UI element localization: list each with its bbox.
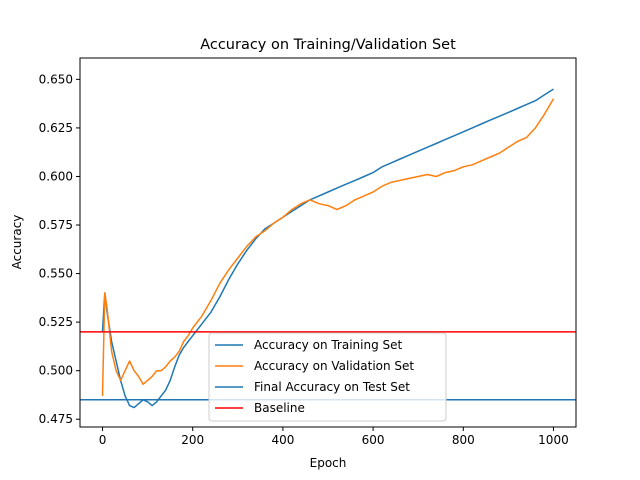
series-1-line [101,98,555,396]
y-tick-label: 0.475 [39,412,73,426]
y-tick-label: 0.500 [39,364,73,378]
chart-title: Accuracy on Training/Validation Set [200,37,456,53]
x-tick-label: 1000 [538,433,569,447]
y-tick-label: 0.650 [39,72,73,86]
x-tick-label: 0 [99,433,107,447]
legend-label: Final Accuracy on Test Set [254,380,410,394]
y-axis-ticks: 0.475 0.500 0.525 0.550 0.575 0.600 0.625 0.650 [39,72,80,426]
legend-label: Baseline [254,401,305,415]
legend: Accuracy on Training Set Accuracy on Vali… [208,332,447,422]
y-tick-label: 0.575 [39,218,73,232]
x-tick-label: 800 [452,433,475,447]
y-tick-label: 0.550 [39,267,73,281]
y-tick-label: 0.525 [39,315,73,329]
y-tick-label: 0.600 [39,169,73,183]
x-tick-label: 200 [181,433,204,447]
y-axis-label: Accuracy [10,215,24,270]
plot-frame [79,57,577,428]
legend-label: Accuracy on Validation Set [254,359,414,373]
x-tick-label: 400 [271,433,294,447]
x-axis-ticks: 0 200 400 600 800 1000 [99,427,569,447]
legend-box [208,332,447,422]
legend-label: Accuracy on Training Set [254,338,403,352]
x-tick-label: 600 [362,433,385,447]
y-tick-label: 0.625 [39,121,73,135]
x-axis-label: Epoch [310,456,347,470]
